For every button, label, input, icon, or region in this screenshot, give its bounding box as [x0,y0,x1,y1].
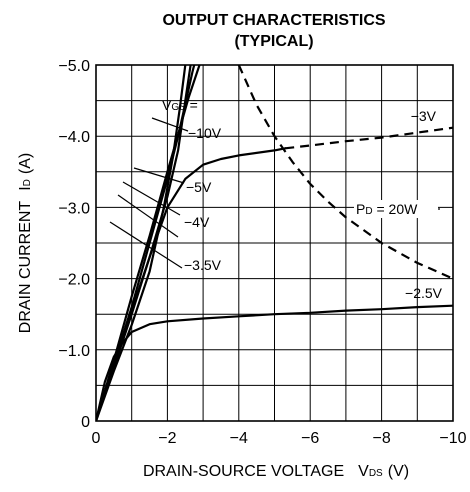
y-tick-label: 0 [81,414,90,431]
annotation-text: = [186,97,198,113]
annotations: VGS = −10V −5V −4V −3.5V −3V −2.5V PD = 20W [162,97,443,301]
annotation-leader [151,117,189,132]
annotation-symbol: V [162,97,172,113]
annotation-symbol: P [356,201,365,217]
series-line [96,147,287,421]
annotation-pd: PD = 20W [356,201,418,217]
annotation-backdrop [354,200,438,218]
x-axis-label-unit: (V) [388,463,409,480]
series-line [285,126,453,150]
x-tick-label: −10 [439,430,466,447]
x-axis-label-main: DRAIN-SOURCE VOLTAGE [143,463,344,480]
x-tick-label: −8 [372,430,390,447]
annotation-m4: −4V [184,214,210,230]
annotation-vgs: VGS = [162,97,198,113]
y-tick-label: −1.0 [58,343,90,360]
annotation-subscript: GS [171,102,186,113]
y-axis-label-main: DRAIN CURRENT [17,201,34,334]
annotation-m10: −10V [188,125,222,141]
x-axis-label-subscript: DS [369,468,383,479]
annotation-m35: −3.5V [184,257,222,273]
x-axis-label: DRAIN-SOURCE VOLTAGE VDS (V) [143,463,409,480]
series-line [237,65,453,280]
y-axis-label-symbol: I [17,186,34,190]
plot-frame [95,64,454,422]
y-axis-label-unit: (A) [17,153,34,174]
y-tick-label: −4.0 [58,129,90,146]
series-line [96,304,453,421]
annotation-leader [109,221,183,269]
tick-labels: 0 −2 −4 −6 −8 −10 0 −1.0 −2.0 −3.0 −4.0 −5.0 [58,58,466,447]
chart-subtitle: (TYPICAL) [234,33,313,50]
x-tick-label: −2 [158,430,176,447]
y-tick-label: −3.0 [58,200,90,217]
annotation-leader [122,181,181,216]
x-tick-label: −6 [301,430,319,447]
y-tick-label: −5.0 [58,58,90,75]
annotation-leader [133,167,185,184]
chart-title: OUTPUT CHARACTERISTICS [162,12,385,29]
annotation-m25: −2.5V [405,285,443,301]
curves [96,65,453,421]
y-axis-label-subscript: D [22,179,33,186]
x-axis-label-symbol: V [358,463,369,480]
annotation-leader [117,194,179,238]
annotation-text: = 20W [373,201,419,217]
annotation-m3: −3V [411,108,437,124]
annotation-subscript: D [365,206,372,217]
y-axis-label: DRAIN CURRENT ID (A) [17,153,34,333]
annotation-m5: −5V [186,179,212,195]
x-tick-label: 0 [92,430,101,447]
y-tick-label: −2.0 [58,272,90,289]
x-tick-label: −4 [230,430,248,447]
